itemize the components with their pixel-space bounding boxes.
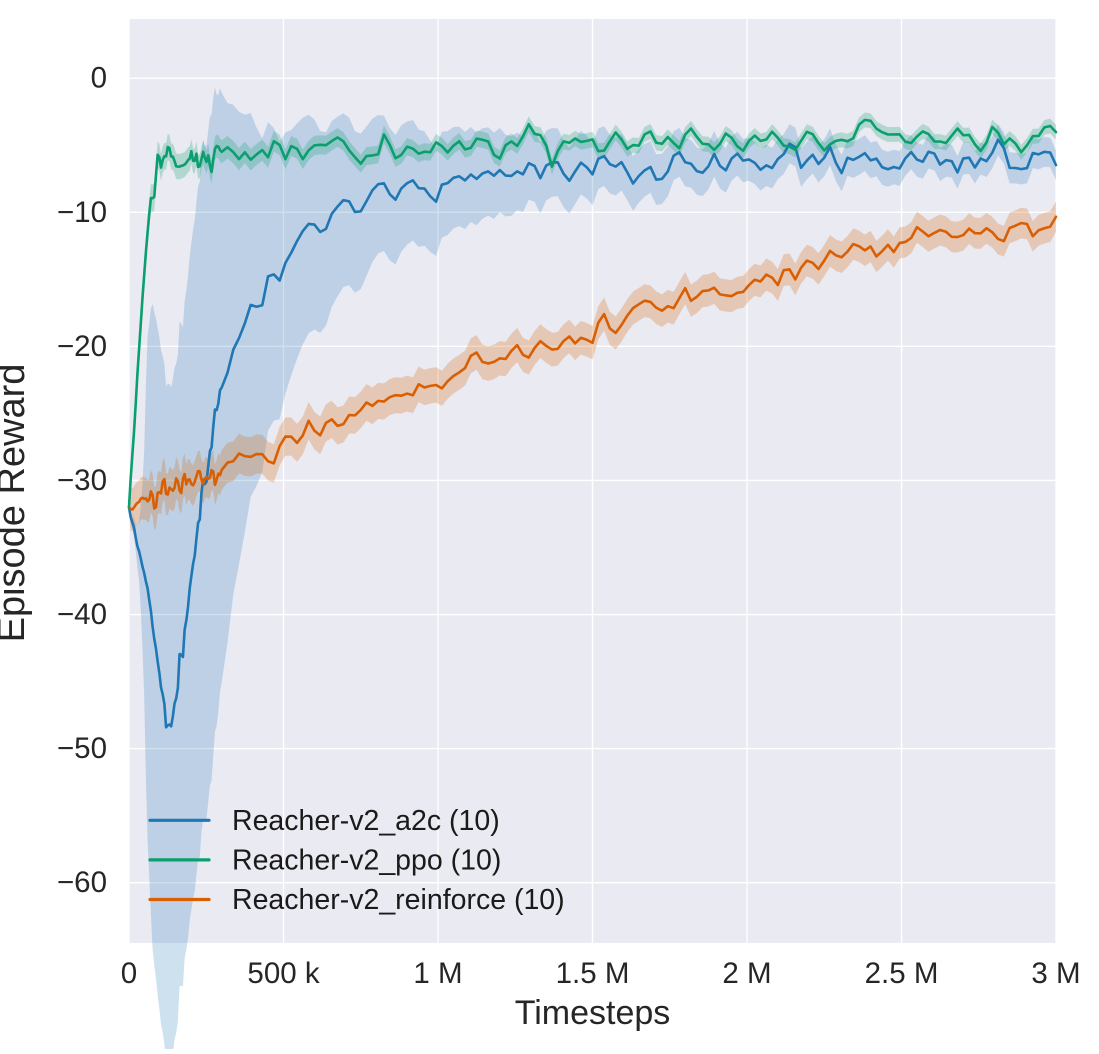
svg-text:−40: −40 [57, 598, 107, 631]
svg-text:1 M: 1 M [413, 957, 462, 990]
svg-text:2 M: 2 M [722, 957, 771, 990]
svg-text:Reacher-v2_a2c (10): Reacher-v2_a2c (10) [232, 805, 500, 837]
svg-text:1.5 M: 1.5 M [556, 957, 630, 990]
svg-text:3 M: 3 M [1031, 957, 1080, 990]
svg-text:Episode Reward: Episode Reward [0, 364, 33, 643]
svg-text:−10: −10 [57, 196, 107, 229]
svg-text:Reacher-v2_ppo (10): Reacher-v2_ppo (10) [232, 844, 501, 876]
svg-text:0: 0 [91, 62, 107, 95]
svg-text:−50: −50 [57, 732, 107, 765]
svg-text:Timesteps: Timesteps [515, 994, 671, 1032]
svg-text:Reacher-v2_reinforce (10): Reacher-v2_reinforce (10) [232, 884, 565, 916]
svg-text:−60: −60 [57, 866, 107, 899]
svg-text:−20: −20 [57, 330, 107, 363]
svg-text:−30: −30 [57, 464, 107, 497]
svg-text:0: 0 [121, 957, 137, 990]
svg-text:500 k: 500 k [247, 957, 319, 990]
svg-text:2.5 M: 2.5 M [865, 957, 939, 990]
